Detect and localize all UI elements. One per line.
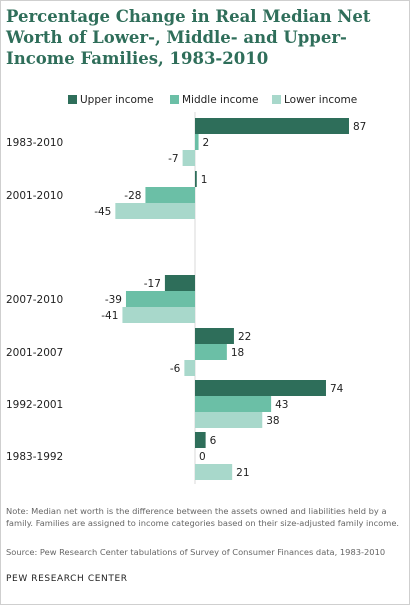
bar-lower-income-1992-2001 — [195, 412, 263, 428]
bar-lower-income-2007-2010 — [122, 307, 195, 323]
bar-lower-income-2001-2010 — [115, 203, 195, 219]
legend-swatch-upper-income — [68, 95, 77, 104]
legend: Upper income Middle income Lower income — [0, 92, 410, 108]
bar-middle-income-2001-2007 — [195, 344, 227, 360]
bar-upper-income-2007-2010 — [164, 275, 195, 291]
legend-label-lower-income: Lower income — [284, 94, 358, 106]
category-label-2007-2010: 2007-2010 — [6, 294, 63, 306]
category-label-1983-2010: 1983-2010 — [6, 137, 63, 149]
bar-middle-income-2001-2010 — [145, 187, 195, 203]
bar-upper-income-1983-1992 — [195, 432, 206, 448]
data-label-lower-income-1983-1992: 21 — [236, 467, 249, 479]
legend-label-upper-income: Upper income — [80, 94, 154, 106]
bar-lower-income-1983-1992 — [195, 464, 233, 480]
data-label-upper-income-2001-2010: 1 — [201, 174, 208, 186]
bar-lower-income-1983-2010 — [182, 150, 195, 166]
bar-upper-income-1992-2001 — [195, 380, 326, 396]
data-label-upper-income-1983-1992: 6 — [210, 435, 217, 447]
data-label-upper-income-1983-2010: 87 — [353, 121, 366, 133]
bar-upper-income-2001-2010 — [195, 171, 197, 187]
legend-swatch-middle-income — [170, 95, 179, 104]
data-label-middle-income-2001-2007: 18 — [231, 347, 244, 359]
data-label-middle-income-1992-2001: 43 — [275, 399, 288, 411]
data-label-lower-income-2001-2007: -6 — [170, 363, 181, 375]
bar-upper-income-2001-2007 — [195, 328, 234, 344]
data-label-upper-income-2001-2007: 22 — [238, 331, 251, 343]
data-label-upper-income-2007-2010: -17 — [144, 278, 161, 290]
category-label-2001-2007: 2001-2007 — [6, 347, 63, 359]
footer-source: Source: Pew Research Center tabulations … — [6, 547, 386, 557]
data-label-lower-income-2007-2010: -41 — [101, 310, 118, 322]
bar-lower-income-2001-2007 — [184, 360, 195, 376]
category-label-1983-1992: 1983-1992 — [6, 451, 63, 463]
data-label-middle-income-1983-2010: 2 — [203, 137, 210, 149]
data-label-middle-income-2007-2010: -39 — [105, 294, 122, 306]
bar-upper-income-1983-2010 — [195, 118, 349, 134]
footer-note: Note: Median net worth is the difference… — [6, 506, 400, 528]
data-label-upper-income-1992-2001: 74 — [330, 383, 344, 395]
bar-middle-income-2007-2010 — [125, 291, 195, 307]
data-label-lower-income-1983-2010: -7 — [168, 153, 178, 165]
footer-org: PEW RESEARCH CENTER — [6, 574, 128, 584]
category-label-1992-2001: 1992-2001 — [6, 399, 63, 411]
chart-title: Percentage Change in Real Median Net Wor… — [6, 7, 371, 68]
legend-swatch-lower-income — [272, 95, 281, 104]
data-label-middle-income-2001-2010: -28 — [124, 190, 141, 202]
legend-label-middle-income: Middle income — [182, 94, 259, 106]
data-label-lower-income-2001-2010: -45 — [94, 206, 111, 218]
data-label-lower-income-1992-2001: 38 — [266, 415, 279, 427]
bar-middle-income-1992-2001 — [195, 396, 272, 412]
category-label-2001-2010: 2001-2010 — [6, 190, 63, 202]
data-label-middle-income-1983-1992: 0 — [199, 451, 206, 463]
bar-middle-income-1983-2010 — [195, 134, 199, 150]
